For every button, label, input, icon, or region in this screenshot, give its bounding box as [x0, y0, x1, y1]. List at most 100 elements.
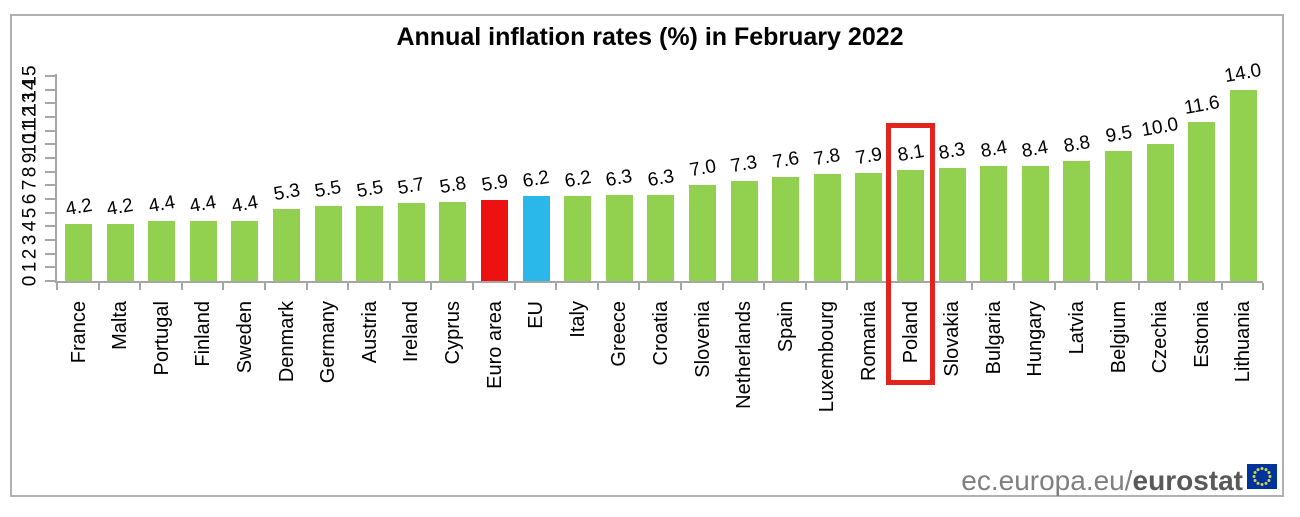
value-label-netherlands: 7.3 — [729, 152, 759, 178]
y-axis-label: 6 — [19, 193, 41, 205]
x-axis-label-italy: Italy — [566, 301, 589, 338]
bar-sweden — [231, 220, 259, 281]
x-axis-label-belgium: Belgium — [1107, 301, 1130, 374]
bar-italy — [564, 196, 592, 281]
bar-belgium — [1105, 151, 1132, 281]
bar-hungary — [1021, 166, 1049, 281]
bar-poland — [897, 170, 924, 281]
x-axis-label-lithuania: Lithuania — [1232, 301, 1255, 383]
value-label-czechia: 10.0 — [1139, 114, 1181, 142]
x-axis-label-bulgaria: Bulgaria — [982, 301, 1005, 375]
highlight-box-poland — [886, 123, 935, 385]
value-label-eu: 6.2 — [521, 167, 551, 193]
bar-greece — [605, 194, 633, 281]
bar-luxembourg — [813, 174, 841, 281]
value-label-bulgaria: 8.4 — [978, 137, 1009, 163]
x-axis-tick — [1220, 283, 1223, 290]
x-axis-label-slovenia: Slovenia — [691, 301, 714, 378]
bar-bulgaria — [980, 166, 1008, 281]
bar-romania — [855, 173, 883, 281]
x-axis-label-portugal: Portugal — [150, 301, 173, 376]
bar-malta — [106, 223, 134, 281]
x-axis-tick — [1096, 283, 1098, 290]
value-label-spain: 7.6 — [770, 147, 801, 174]
value-label-austria: 5.5 — [354, 176, 385, 202]
value-label-croatia: 6.3 — [645, 165, 676, 192]
bar-slovakia — [938, 167, 966, 281]
bar-france — [65, 223, 92, 281]
y-axis-tick — [45, 102, 55, 105]
y-axis-tick — [45, 129, 55, 132]
x-axis-label-euro-area: Euro area — [483, 301, 506, 389]
value-label-romania: 7.9 — [853, 143, 884, 170]
bar-denmark — [273, 208, 300, 281]
y-axis-tick — [45, 238, 55, 241]
x-axis-tick — [638, 283, 641, 290]
y-axis-tick — [45, 170, 55, 173]
bar-finland — [189, 220, 217, 281]
eu-flag-icon — [1247, 464, 1277, 495]
bar-cyprus — [439, 201, 467, 281]
value-label-lithuania: 14.0 — [1223, 59, 1264, 87]
x-axis-tick — [305, 283, 308, 290]
x-axis-label-netherlands: Netherlands — [733, 301, 756, 409]
x-axis-tick — [763, 283, 766, 290]
y-axis-tick — [45, 197, 55, 200]
value-label-sweden: 4.4 — [229, 191, 260, 217]
y-axis-label: 0 — [19, 275, 41, 287]
y-axis-label: 4 — [19, 221, 41, 232]
x-axis-tick — [430, 283, 433, 290]
y-axis-tick — [45, 225, 55, 228]
value-label-estonia: 11.6 — [1182, 92, 1221, 120]
bar-portugal — [148, 220, 176, 281]
x-axis-tick — [804, 283, 807, 290]
x-axis-tick — [180, 283, 183, 290]
value-label-germany: 5.5 — [313, 176, 343, 202]
value-label-hungary: 8.4 — [1020, 137, 1051, 163]
x-axis-label-latvia: Latvia — [1065, 301, 1088, 355]
x-axis-tick — [347, 283, 350, 290]
bar-netherlands — [730, 181, 758, 281]
x-axis-tick — [555, 283, 558, 290]
x-axis-label-sweden: Sweden — [233, 301, 256, 374]
x-axis-label-czechia: Czechia — [1149, 301, 1172, 374]
value-label-luxembourg: 7.8 — [812, 145, 843, 171]
bar-spain — [772, 177, 800, 281]
x-axis-label-cyprus: Cyprus — [441, 301, 464, 365]
value-label-greece: 6.3 — [604, 165, 635, 192]
eurostat-logo-prefix: ec.europa.eu/ — [961, 464, 1133, 496]
value-label-slovakia: 8.3 — [937, 138, 967, 164]
bar-estonia — [1188, 122, 1216, 281]
x-axis-label-slovakia: Slovakia — [941, 301, 964, 377]
value-label-denmark: 5.3 — [271, 179, 302, 205]
y-axis-tick — [45, 266, 55, 269]
x-axis-label-austria: Austria — [358, 301, 381, 364]
y-axis-label: 8 — [19, 166, 41, 177]
x-axis-tick — [846, 283, 849, 290]
value-label-italy: 6.2 — [562, 167, 593, 193]
y-axis-tick — [45, 143, 55, 146]
eurostat-logo-name: eurostat — [1132, 464, 1243, 496]
x-axis-label-malta: Malta — [109, 301, 132, 350]
value-label-belgium: 9.5 — [1103, 121, 1134, 148]
eurostat-logo: ec.europa.eu/eurostat — [961, 464, 1277, 497]
x-axis-tick — [1054, 283, 1057, 290]
value-label-finland: 4.4 — [188, 191, 219, 217]
x-axis-label-eu: EU — [525, 301, 548, 329]
y-axis-tick — [45, 280, 55, 282]
x-axis-label-france: France — [67, 301, 90, 364]
x-axis-label-ireland: Ireland — [400, 301, 423, 363]
x-axis-tick — [1262, 283, 1265, 290]
x-axis-tick — [388, 283, 391, 290]
x-axis-label-romania: Romania — [857, 301, 880, 382]
y-axis-tick — [45, 115, 55, 118]
bar-euro-area — [481, 200, 508, 281]
x-axis-tick — [680, 283, 682, 290]
bar-eu — [522, 196, 550, 281]
y-axis-label: 1 — [19, 262, 41, 273]
x-axis-tick — [1137, 283, 1140, 290]
bar-germany — [314, 205, 342, 281]
value-label-euro-area: 5.9 — [479, 171, 510, 197]
x-axis-tick — [513, 283, 516, 290]
